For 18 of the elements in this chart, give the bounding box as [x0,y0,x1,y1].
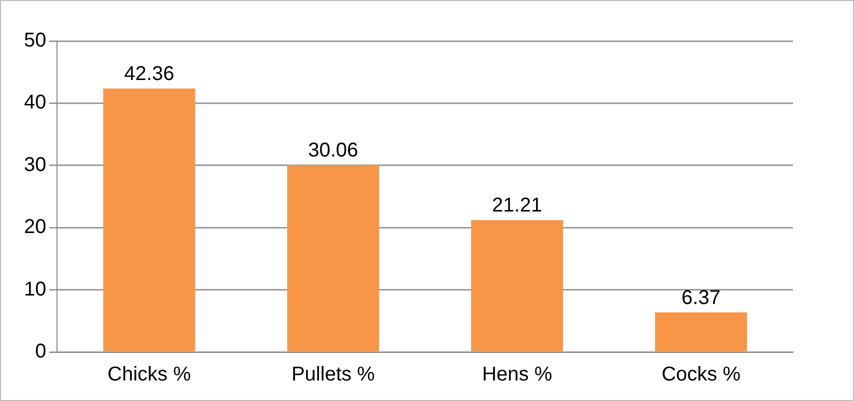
bar [103,88,196,352]
data-label: 42.36 [124,63,174,86]
y-tick-label: 30 [24,154,46,176]
data-label: 21.21 [492,194,542,217]
data-label: 6.37 [682,286,720,309]
y-tick-label: 50 [24,30,46,52]
data-label: 30.06 [308,140,358,162]
x-tick-label: Pullets % [291,364,376,386]
y-tick-label: 40 [24,92,46,114]
x-tick-label: Hens % [482,364,552,386]
bar [287,165,380,352]
bar [655,312,748,352]
y-tick-label: 0 [35,340,46,363]
y-tick-label: 10 [24,278,46,300]
bar [471,220,564,352]
y-tick-label: 20 [24,216,46,238]
x-tick-label: Chicks % [108,364,192,386]
x-tick-label: Cocks % [662,364,741,386]
